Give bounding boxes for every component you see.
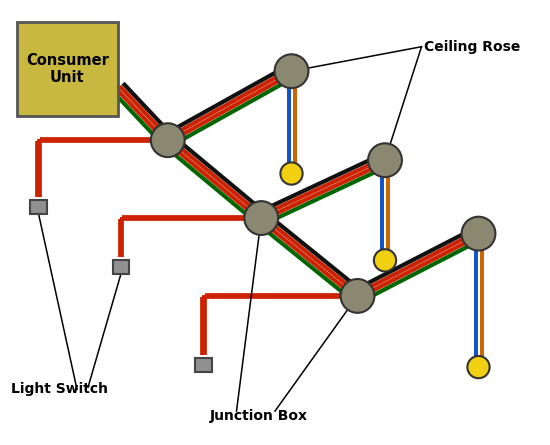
Circle shape bbox=[374, 249, 396, 271]
Circle shape bbox=[280, 162, 302, 185]
Text: Junction Box: Junction Box bbox=[210, 409, 307, 423]
Circle shape bbox=[340, 279, 375, 313]
FancyBboxPatch shape bbox=[30, 200, 47, 214]
Circle shape bbox=[468, 356, 490, 378]
Circle shape bbox=[368, 143, 402, 177]
Circle shape bbox=[244, 201, 278, 235]
FancyBboxPatch shape bbox=[195, 358, 212, 372]
Circle shape bbox=[461, 217, 496, 251]
Text: Ceiling Rose: Ceiling Rose bbox=[424, 40, 520, 54]
Circle shape bbox=[274, 54, 309, 88]
Text: Light Switch: Light Switch bbox=[11, 382, 108, 396]
FancyBboxPatch shape bbox=[16, 22, 118, 116]
Circle shape bbox=[151, 123, 185, 157]
FancyBboxPatch shape bbox=[113, 260, 129, 274]
Text: Consumer
Unit: Consumer Unit bbox=[26, 53, 109, 85]
